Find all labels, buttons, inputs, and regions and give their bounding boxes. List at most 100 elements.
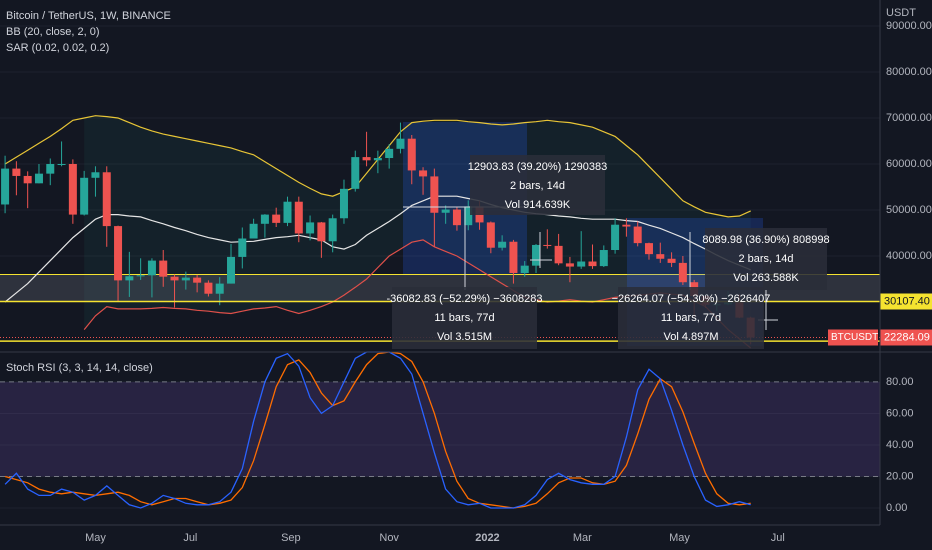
candle-body: [46, 163, 55, 174]
candle-body: [227, 256, 236, 284]
candle-body: [577, 261, 586, 267]
candle-body: [181, 277, 190, 281]
candle-body: [644, 243, 653, 255]
symbol-label: BTCUSDT: [831, 332, 878, 343]
candle-body: [385, 148, 394, 159]
measure-text: 12903.83 (39.20%) 1290383: [468, 161, 607, 173]
candle-body: [238, 238, 247, 257]
x-tick-label: Nov: [379, 532, 399, 544]
candle-body: [1, 168, 10, 205]
candle-body: [565, 263, 574, 267]
candle-body: [170, 276, 179, 281]
candle-body: [57, 163, 66, 165]
candle-body: [509, 241, 518, 274]
candle-body: [23, 175, 32, 184]
candle-body: [599, 250, 608, 267]
candle-body: [622, 224, 631, 227]
candle-body: [317, 222, 326, 242]
y-tick-label: 80000.00: [886, 66, 932, 78]
candle-body: [486, 222, 495, 248]
measure-text: -36082.83 (−52.29%) −3608283: [387, 293, 543, 305]
x-tick-label: Jul: [183, 532, 197, 544]
candle-body: [678, 262, 687, 283]
candle-body: [68, 163, 77, 215]
measure-text: −26264.07 (−54.30%) −2626407: [612, 293, 771, 305]
measure-text: 11 bars, 77d: [434, 312, 494, 324]
price-label: 22284.09: [884, 331, 930, 343]
bb-legend: BB (20, close, 2, 0): [6, 26, 100, 38]
candle-body: [91, 172, 100, 178]
candle-body: [452, 209, 461, 226]
y-tick-label: 60000.00: [886, 158, 932, 170]
candle-body: [656, 254, 665, 259]
candle-body: [283, 201, 292, 223]
candle-body: [532, 244, 541, 266]
candle-body: [306, 222, 315, 234]
x-tick-label: May: [85, 532, 106, 544]
x-tick-label: Jul: [771, 532, 785, 544]
candle-body: [520, 265, 529, 274]
unit-label: USDT: [886, 7, 916, 19]
candle-body: [328, 218, 337, 242]
x-tick-label: Mar: [573, 532, 592, 544]
candle-body: [396, 138, 405, 149]
measure-text: Vol 3.515M: [437, 331, 492, 343]
candle-body: [215, 283, 224, 294]
y-tick-label: 50000.00: [886, 204, 932, 216]
measure-box: [392, 287, 537, 349]
measure-box: [705, 228, 827, 290]
y-tick-label: 70000.00: [886, 112, 932, 124]
y-tick-label: 20.00: [886, 470, 914, 482]
y-tick-label: 90000.00: [886, 20, 932, 32]
y-tick-label: 0.00: [886, 502, 907, 514]
candle-body: [339, 188, 348, 219]
candle-body: [441, 209, 450, 213]
y-tick-label: 40.00: [886, 439, 914, 451]
y-tick-label: 40000.00: [886, 250, 932, 262]
candle-body: [373, 158, 382, 161]
candle-body: [419, 170, 428, 177]
symbol-badge: [828, 329, 878, 346]
x-tick-label: May: [669, 532, 690, 544]
measure-text: 2 bars, 14d: [738, 253, 793, 265]
candle-body: [351, 157, 360, 189]
measure-text: 8089.98 (36.90%) 808998: [702, 234, 829, 246]
measure-text: Vol 4.897M: [663, 331, 718, 343]
candle-body: [554, 245, 563, 264]
measure-text: Vol 914.639K: [505, 199, 571, 211]
candle-body: [362, 157, 371, 161]
candle-body: [464, 206, 473, 226]
candle-body: [260, 214, 269, 224]
candle-body: [588, 261, 597, 267]
measure-box: [618, 287, 764, 349]
candle-body: [633, 226, 642, 244]
candle-body: [102, 172, 111, 227]
stoch-band: [0, 381, 880, 477]
price-badge: [880, 329, 932, 346]
level-label: 30107.40: [884, 295, 930, 307]
candle-body: [498, 241, 507, 248]
level-badge: [880, 293, 932, 310]
y-tick-label: 80.00: [886, 376, 914, 388]
candle-body: [667, 258, 676, 263]
candle-body: [407, 138, 416, 171]
candle-body: [249, 223, 258, 239]
x-tick-label: 2022: [475, 532, 499, 544]
candle-body: [193, 277, 202, 283]
candle-body: [12, 168, 21, 176]
measure-box: [470, 155, 605, 215]
candle-body: [147, 260, 156, 276]
candle-body: [159, 260, 168, 277]
candle-body: [543, 244, 552, 246]
candle-body: [204, 282, 213, 294]
sar-legend: SAR (0.02, 0.02, 0.2): [6, 42, 109, 54]
candle-body: [611, 224, 620, 251]
candle-body: [34, 173, 43, 184]
stoch-legend: Stoch RSI (3, 3, 14, 14, close): [6, 362, 153, 374]
measure-text: Vol 263.588K: [733, 272, 799, 284]
candle-body: [272, 214, 281, 223]
x-tick-label: Sep: [281, 532, 301, 544]
candle-body: [80, 177, 89, 215]
symbol-title: Bitcoin / TetherUS, 1W, BINANCE: [6, 10, 171, 22]
